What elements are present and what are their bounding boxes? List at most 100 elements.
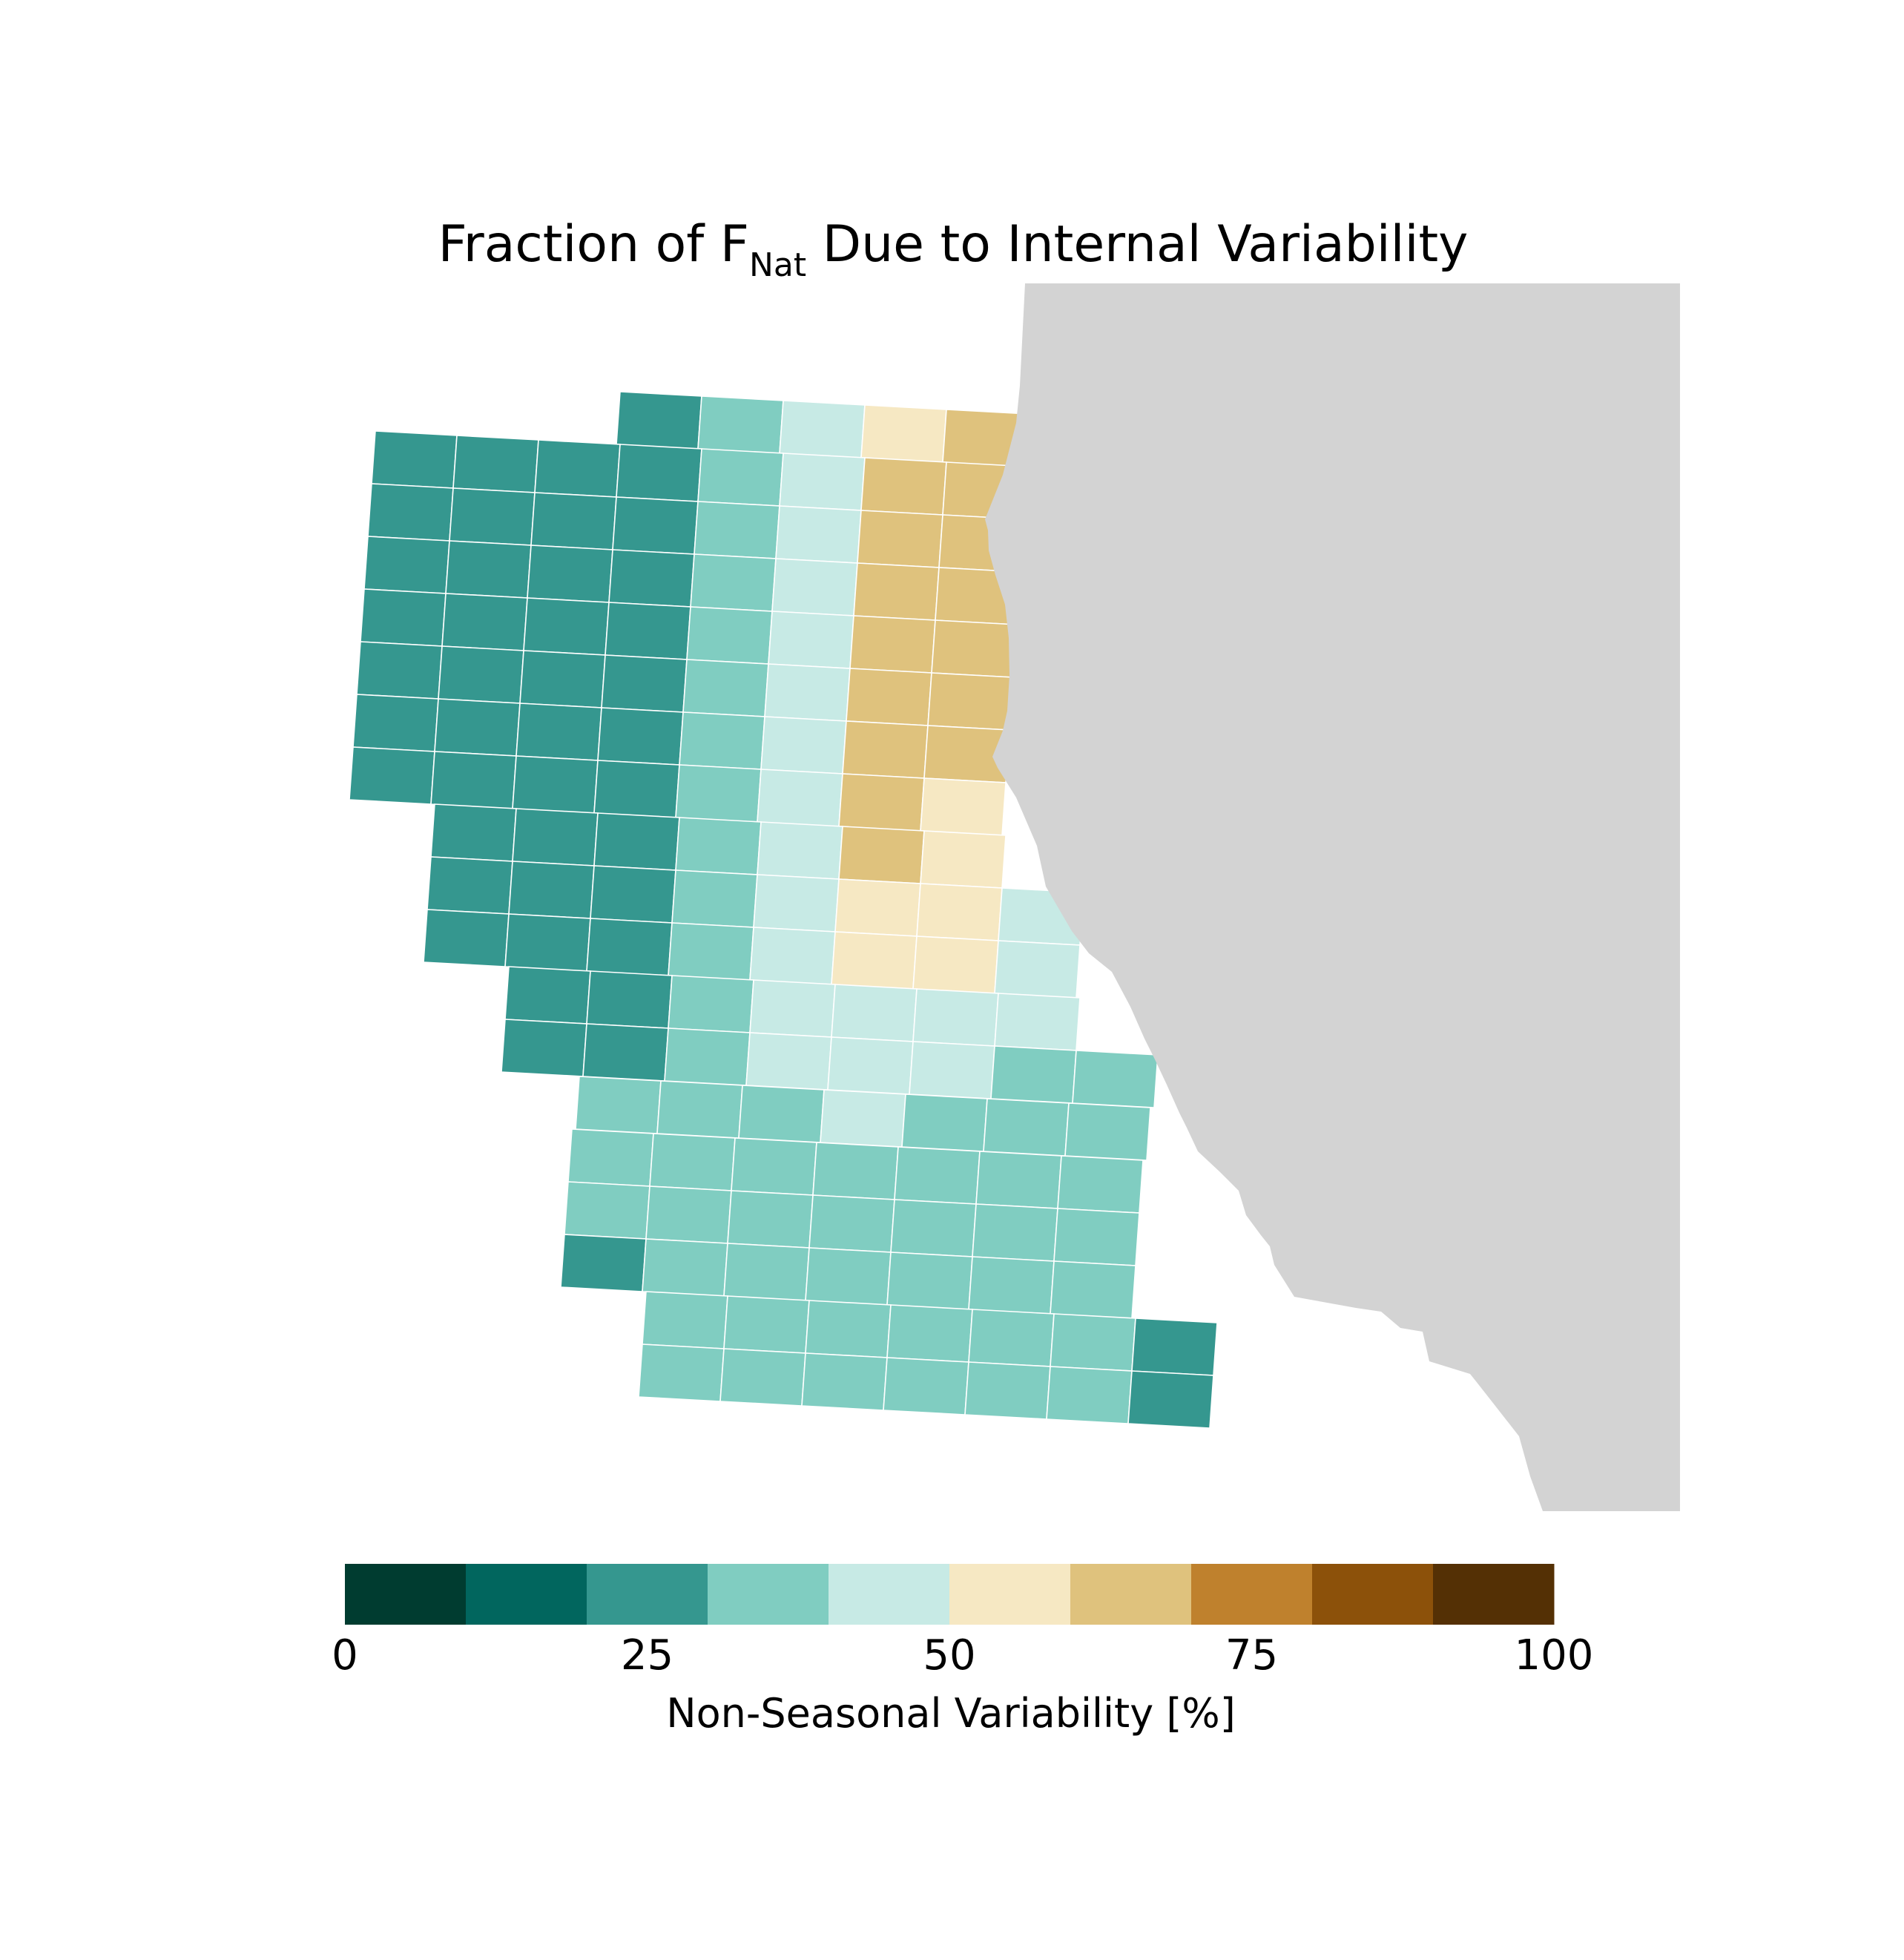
- grid-cell: [771, 558, 858, 616]
- grid-cell: [972, 1203, 1058, 1262]
- grid-cell: [671, 869, 758, 928]
- grid-cell: [445, 540, 532, 599]
- grid-cell: [920, 830, 1007, 889]
- colorbar-tick-label: 100: [1515, 1631, 1594, 1680]
- grid-cell: [1046, 1366, 1133, 1424]
- grid-cell: [805, 1300, 892, 1358]
- grid-cell: [675, 764, 762, 823]
- grid-cell: [642, 1291, 728, 1349]
- grid-cell: [827, 1036, 914, 1095]
- grid-cell: [682, 659, 769, 717]
- grid-cell: [371, 430, 458, 489]
- grid-cell: [834, 878, 921, 937]
- grid-cell: [812, 1142, 899, 1200]
- grid-cell: [430, 751, 517, 809]
- grid-cell: [441, 593, 528, 651]
- grid-cell: [638, 1344, 725, 1402]
- grid-cell: [912, 988, 999, 1047]
- grid-cell: [838, 826, 925, 884]
- grid-cell: [567, 1128, 654, 1187]
- map-title: Fraction of FNat Due to Internal Variabi…: [438, 215, 1469, 284]
- grid-cell: [519, 650, 606, 708]
- grid-cell: [723, 1295, 810, 1354]
- grid-cell: [679, 711, 765, 770]
- grid-cell: [649, 1133, 736, 1191]
- grid-cell: [449, 487, 536, 546]
- grid-cell: [757, 769, 843, 827]
- grid-cell: [931, 619, 1018, 678]
- grid-cell: [901, 1094, 988, 1152]
- colorbar-segment: [587, 1564, 708, 1625]
- grid-cell: [801, 1352, 888, 1411]
- colorbar-segment: [1312, 1564, 1434, 1625]
- grid-cell: [964, 1361, 1051, 1420]
- grid-cell: [927, 672, 1014, 731]
- colorbar-segment: [708, 1564, 829, 1625]
- grid-cell: [668, 975, 754, 1033]
- grid-cell: [430, 803, 517, 862]
- grid-cell: [886, 1252, 973, 1310]
- grid-cell: [694, 501, 780, 559]
- grid-cell: [530, 492, 617, 550]
- colorbar-ticks: 0 25 50 75 100: [332, 1631, 1593, 1680]
- grid-cell: [768, 611, 854, 669]
- grid-cell: [779, 453, 866, 511]
- grid-cell: [616, 444, 702, 502]
- grid-cell: [1064, 1102, 1151, 1161]
- grid-cell: [560, 1234, 647, 1292]
- grid-cell: [990, 1045, 1077, 1104]
- title-main: Fraction of F: [438, 215, 749, 274]
- grid-cell: [883, 1357, 969, 1415]
- grid-cell: [842, 720, 929, 779]
- grid-cell: [608, 549, 695, 608]
- grid-cell: [564, 1181, 650, 1240]
- grid-cell: [597, 707, 684, 766]
- grid-cell: [1072, 1050, 1159, 1108]
- grid-cell: [616, 391, 702, 450]
- grid-cell: [1050, 1260, 1136, 1319]
- colorbar-segment: [1070, 1564, 1192, 1625]
- grid-cell: [894, 1146, 981, 1205]
- grid-cell: [994, 993, 1081, 1051]
- grid-cell: [890, 1199, 977, 1257]
- grid-cell: [831, 931, 918, 990]
- grid-cell: [426, 856, 513, 915]
- grid-cell: [504, 966, 591, 1025]
- grid-cell: [760, 716, 847, 775]
- colorbar-label: Non-Seasonal Variability [%]: [666, 1690, 1236, 1737]
- grid-cell: [1127, 1370, 1214, 1429]
- grid-cell: [727, 1190, 814, 1249]
- colorbar-segment: [466, 1564, 587, 1625]
- grid-cell: [686, 606, 773, 665]
- grid-cell: [504, 913, 591, 972]
- title-subscript: Nat: [749, 246, 806, 284]
- colorbar-segment: [829, 1564, 950, 1625]
- grid-cell: [423, 909, 510, 967]
- grid-cell: [363, 536, 450, 594]
- grid-cell: [920, 777, 1007, 836]
- grid-cell: [664, 1027, 751, 1086]
- colorbar-tick-label: 25: [621, 1631, 673, 1680]
- grid-cell: [697, 448, 784, 507]
- grid-cell: [838, 773, 925, 832]
- colorbar-segment: [1191, 1564, 1313, 1625]
- grid-cell: [1131, 1318, 1218, 1376]
- grid-cell: [749, 979, 836, 1038]
- grid-cell: [675, 817, 762, 875]
- grid-cell: [1050, 1313, 1136, 1372]
- colorbar-segment: [345, 1564, 467, 1625]
- grid-cell: [367, 483, 454, 542]
- title-rest: Due to Internal Variability: [806, 215, 1468, 274]
- grid-cell: [690, 553, 777, 612]
- land-mass: [985, 283, 1680, 1511]
- grid-cell: [360, 588, 447, 647]
- grid-cell: [523, 597, 610, 656]
- grid-cell: [779, 400, 866, 458]
- grid-cell: [975, 1151, 1062, 1209]
- grid-cell: [590, 865, 676, 924]
- grid-cell: [853, 562, 940, 621]
- ocean-grid: [349, 391, 1218, 1429]
- grid-cell: [515, 703, 602, 761]
- grid-cell: [775, 505, 862, 564]
- grid-cell: [1057, 1155, 1144, 1214]
